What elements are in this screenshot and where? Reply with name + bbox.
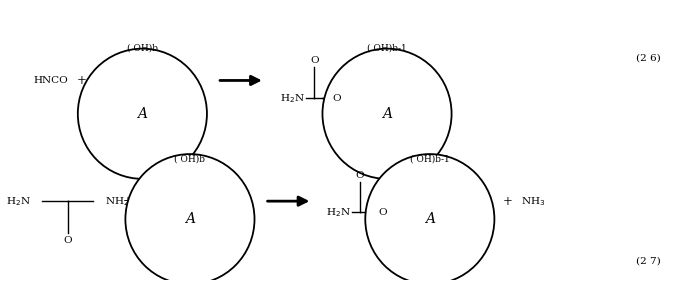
Text: A: A	[138, 107, 147, 121]
Text: A: A	[185, 212, 195, 226]
Text: O: O	[356, 171, 364, 180]
Text: O: O	[378, 208, 387, 217]
Ellipse shape	[322, 49, 452, 179]
Text: ( OH)b: ( OH)b	[127, 44, 158, 53]
Text: +: +	[503, 195, 512, 208]
Text: ( OH)b-1: ( OH)b-1	[410, 155, 449, 164]
Text: (2 7): (2 7)	[636, 256, 661, 265]
Text: A: A	[425, 212, 435, 226]
Ellipse shape	[366, 154, 494, 283]
Text: HNCO: HNCO	[34, 76, 69, 85]
Text: +: +	[76, 74, 86, 87]
Text: H$_2$N: H$_2$N	[326, 206, 351, 219]
Text: ( OH)b-1: ( OH)b-1	[367, 44, 407, 53]
Text: +: +	[122, 195, 132, 208]
Text: NH$_3$: NH$_3$	[521, 195, 545, 207]
Ellipse shape	[125, 154, 254, 283]
Text: A: A	[382, 107, 392, 121]
Text: ( OH)b: ( OH)b	[175, 155, 206, 164]
Text: O: O	[333, 94, 341, 103]
Text: H$_2$N: H$_2$N	[280, 92, 305, 105]
Text: H$_2$N: H$_2$N	[6, 195, 30, 207]
Ellipse shape	[78, 49, 207, 179]
Text: (2 6): (2 6)	[636, 54, 661, 63]
Text: O: O	[310, 56, 319, 65]
Text: NH$_2$: NH$_2$	[105, 195, 129, 207]
Text: O: O	[64, 236, 72, 245]
